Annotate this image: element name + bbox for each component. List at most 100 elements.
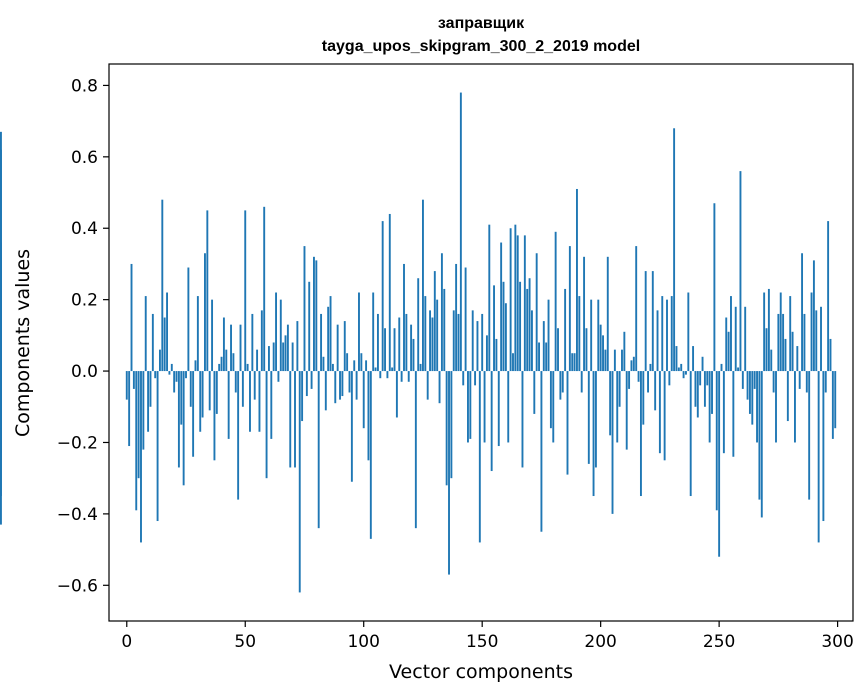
bar (403, 263, 405, 372)
bar (206, 210, 209, 372)
bar (744, 306, 747, 372)
bar (227, 371, 230, 439)
bar (763, 292, 766, 372)
bar (661, 296, 664, 372)
bar (149, 371, 152, 407)
bar (270, 371, 273, 439)
bar (208, 371, 211, 411)
bar (386, 371, 389, 379)
y-tick-label: −0.6 (57, 576, 98, 596)
bar (571, 353, 574, 372)
bar (0, 371, 2, 497)
bar (476, 321, 479, 372)
bar (379, 371, 382, 379)
bar (263, 206, 266, 372)
bar (566, 371, 569, 475)
bar (251, 313, 254, 372)
bar (348, 371, 351, 393)
bar (746, 371, 749, 400)
bar (433, 271, 436, 372)
bar (289, 371, 292, 468)
bar (407, 371, 410, 382)
bar (322, 356, 325, 372)
bar (355, 371, 358, 400)
y-axis: −0.6 −0.4 −0.2 0.0 0.2 0.4 0.6 0.8 (57, 76, 109, 596)
bar (488, 224, 491, 372)
bar (353, 360, 356, 372)
bar (725, 317, 728, 372)
bar (789, 296, 792, 372)
bar (602, 335, 604, 372)
bar (779, 292, 782, 372)
bar (748, 371, 751, 414)
bar (471, 310, 474, 372)
bar (675, 346, 678, 372)
bar (578, 296, 581, 372)
bar (760, 371, 763, 518)
bar (350, 371, 353, 482)
bar (786, 371, 789, 422)
bar (701, 356, 704, 372)
bar (142, 371, 145, 450)
bar (310, 371, 313, 389)
bar (125, 371, 128, 400)
bar (635, 246, 638, 372)
bar (360, 353, 363, 372)
bar (196, 296, 199, 372)
bar (739, 171, 742, 372)
bar (820, 306, 822, 372)
bar (521, 371, 524, 468)
bar (194, 360, 197, 372)
bar (637, 371, 640, 382)
bar (199, 371, 202, 432)
bar (249, 371, 251, 432)
bar (507, 371, 510, 443)
bar (718, 371, 721, 557)
bar (576, 188, 578, 372)
bar (592, 371, 595, 497)
bar (346, 353, 349, 372)
bar (504, 303, 507, 372)
bar (647, 371, 649, 393)
bar (680, 363, 683, 372)
bar (485, 335, 488, 372)
bar (682, 371, 685, 379)
bar (218, 363, 221, 372)
bar (324, 371, 327, 411)
bar (374, 367, 377, 372)
x-axis-label: Vector components (389, 661, 573, 683)
bar (398, 317, 401, 372)
bar (703, 371, 706, 407)
bar (320, 313, 323, 372)
bar (177, 371, 180, 468)
bar (692, 346, 695, 372)
bar (395, 371, 398, 418)
bar (741, 371, 744, 389)
bar (393, 328, 396, 372)
bar (467, 371, 469, 443)
bar (604, 349, 607, 372)
bar (796, 346, 799, 372)
bar (156, 371, 159, 522)
bar (767, 288, 770, 372)
bar (557, 328, 559, 372)
bar (327, 306, 330, 372)
bar (367, 371, 370, 461)
bar (533, 371, 536, 414)
bar (154, 371, 157, 379)
bar (436, 299, 439, 372)
bar (225, 349, 228, 372)
bar (275, 292, 277, 372)
bar (516, 235, 519, 372)
bar (294, 371, 296, 468)
bar (478, 371, 481, 543)
bar (722, 371, 725, 454)
bar (597, 299, 600, 372)
bar (530, 310, 533, 372)
bar (758, 371, 761, 500)
bar (834, 371, 837, 429)
bar (161, 199, 164, 372)
bar (599, 324, 602, 372)
bar (464, 267, 467, 372)
